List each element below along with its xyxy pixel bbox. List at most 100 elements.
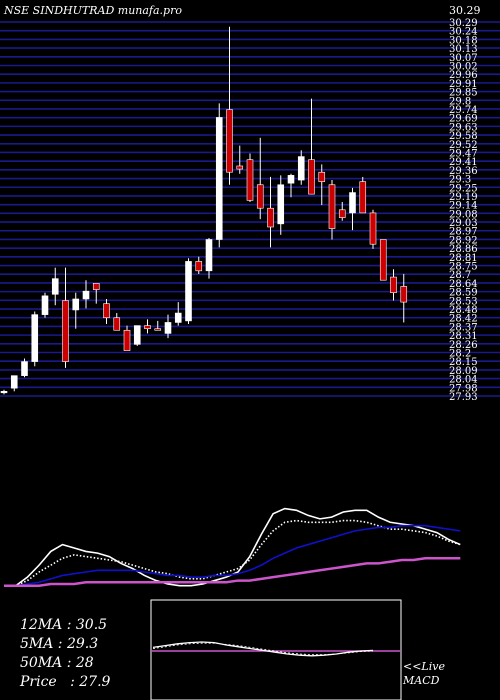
- moving-average-lines: [4, 507, 461, 587]
- ma5-value: 29.3: [66, 636, 99, 652]
- axis-tick-label: 28.75: [449, 262, 478, 273]
- ma50-stat: 50MA : 28: [20, 655, 94, 671]
- macd-panel: [150, 599, 402, 700]
- axis-tick-label: 29.52: [449, 140, 478, 151]
- axis-tick-label: 28.04: [449, 375, 478, 386]
- candle-down: [195, 261, 203, 272]
- axis-tick-label: 29.63: [449, 122, 478, 133]
- candle-down: [400, 286, 408, 303]
- candle-down: [236, 165, 244, 170]
- axis-tick-label: 30.13: [449, 44, 478, 55]
- candle-down: [359, 181, 367, 214]
- candle-up: [51, 278, 59, 295]
- candle-up: [41, 295, 49, 315]
- candle-down: [369, 212, 377, 245]
- axis-tick-label: 28.97: [449, 227, 478, 238]
- axis-tick-label: 29.36: [449, 166, 478, 177]
- axis-tick-label: 29.85: [449, 88, 478, 99]
- price-stat: Price : 27.9: [20, 674, 111, 690]
- ma5-label: 5MA: [20, 636, 54, 652]
- price-axis-labels: 30.2930.2430.1830.1330.0730.0229.9629.91…: [449, 18, 478, 403]
- axis-tick-label: 29.25: [449, 183, 478, 194]
- candle-down: [144, 325, 151, 330]
- macd-box: [150, 599, 402, 700]
- axis-tick-label: 29.19: [449, 192, 478, 203]
- candle-up: [133, 325, 141, 345]
- candle-up: [185, 261, 192, 322]
- chart-title: NSE SINDHUTRAD munafa.pro: [4, 4, 182, 17]
- axis-tick-label: 28.31: [449, 331, 478, 342]
- axis-tick-label: 28.15: [449, 357, 478, 368]
- candle-up: [174, 312, 182, 323]
- candle-down: [246, 159, 254, 201]
- axis-tick-label: 29.47: [449, 148, 478, 159]
- axis-tick-label: 29.69: [449, 114, 478, 125]
- candle-up: [21, 361, 28, 376]
- axis-tick-label: 28.81: [449, 253, 478, 264]
- candle-down: [103, 303, 110, 319]
- axis-tick-label: 28.86: [449, 244, 478, 255]
- axis-tick-label: 29.96: [449, 70, 478, 81]
- axis-tick-label: 30.24: [449, 27, 478, 38]
- macd-signal-line: [152, 642, 374, 655]
- candle-up: [0, 391, 8, 394]
- candle-up: [82, 290, 90, 300]
- candle-up: [205, 239, 213, 272]
- candle-down: [390, 276, 397, 294]
- ma50-label: 50MA: [20, 655, 63, 671]
- ma5-stat: 5MA : 29.3: [20, 636, 99, 652]
- macd-live-label: <<Live: [403, 660, 445, 673]
- ma12-stat: 12MA : 30.5: [20, 617, 108, 633]
- candle-up: [72, 298, 80, 311]
- candle-down: [113, 317, 121, 331]
- macd-legend: <<Live MACD: [403, 660, 445, 688]
- axis-tick-label: 28.7: [449, 270, 471, 281]
- candle-down: [256, 184, 264, 209]
- ma-stats: 12MA : 30.5 5MA : 29.3 50MA : 28 Price :…: [20, 616, 110, 692]
- candle-up: [287, 175, 295, 184]
- candle-down: [308, 159, 315, 195]
- candlesticks: [0, 26, 408, 395]
- axis-tick-label: 29.14: [449, 201, 478, 212]
- axis-tick-label: 28.09: [449, 366, 478, 377]
- ma12-value: 30.5: [75, 617, 108, 633]
- price-label: Price: [20, 674, 57, 690]
- axis-tick-label: 30.02: [449, 61, 478, 72]
- axis-tick-label: 28.59: [449, 288, 478, 299]
- ma50-value: 28: [75, 655, 94, 671]
- candle-up: [164, 322, 172, 334]
- candle-up: [277, 184, 285, 225]
- axis-tick-label: 29.41: [449, 157, 478, 168]
- axis-tick-label: 27.93: [449, 392, 478, 403]
- axis-tick-label: 30.18: [449, 35, 478, 46]
- axis-tick-label: 28.53: [449, 296, 478, 307]
- last-price-label: 30.29: [449, 4, 481, 17]
- axis-tick-label: 27.98: [449, 383, 478, 394]
- axis-tick-label: 28.92: [449, 235, 478, 246]
- candle-up: [297, 156, 305, 181]
- candle-down: [267, 207, 274, 228]
- axis-tick-label: 28.42: [449, 314, 478, 325]
- candle-up: [10, 375, 18, 389]
- axis-tick-label: 29.08: [449, 209, 478, 220]
- candle-up: [31, 314, 39, 362]
- candle-down: [328, 184, 336, 229]
- axis-tick-label: 29.91: [449, 79, 478, 90]
- candle-down: [123, 329, 131, 351]
- price-gridlines: [0, 21, 500, 397]
- axis-tick-label: 28.37: [449, 322, 478, 333]
- candle-down: [379, 239, 387, 281]
- ticker-label: NSE SINDHUTRAD: [4, 4, 115, 17]
- axis-tick-label: 28.64: [449, 279, 478, 290]
- ma12-label: 12MA: [20, 617, 63, 633]
- macd-name-label: MACD: [403, 674, 440, 687]
- candle-down: [92, 283, 100, 290]
- candle-up: [215, 117, 223, 240]
- candle-down: [154, 328, 162, 331]
- axis-tick-label: 29.74: [449, 105, 478, 116]
- candle-down: [318, 171, 326, 182]
- axis-tick-label: 30.29: [449, 18, 478, 29]
- axis-tick-label: 29.3: [449, 175, 471, 186]
